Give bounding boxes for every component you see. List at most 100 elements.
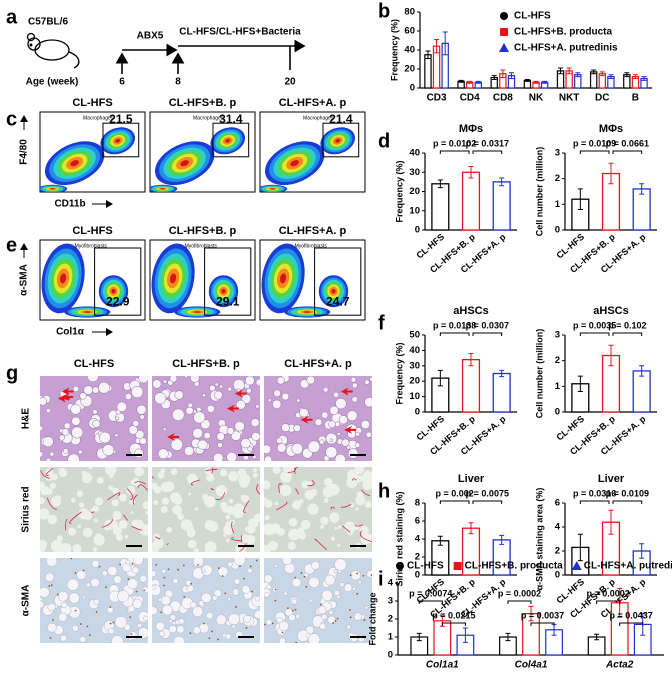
gate [204,247,252,316]
panel-label: h [378,480,390,502]
p-value: p = 0.0037 [521,610,564,620]
y-tick-label: 20 [404,64,415,75]
y-tick-label: 0 [555,407,560,418]
panel-label: d [378,130,390,152]
y-tick-label: 4 [388,578,394,589]
y-tick-label: 40 [409,345,420,356]
histology-image [264,376,372,461]
error-bar [499,177,505,187]
group-title: CL-HFS+B. p [169,97,237,109]
error-bar [566,67,572,75]
mouse-icon [26,32,80,69]
p-value: p = 0.0317 [466,138,509,148]
y-tick-label: 2 [555,173,560,184]
histology-image [152,467,260,552]
p-value: p = 0.0002 [586,588,629,598]
significance-bracket [441,622,466,626]
y-tick-label: 2 [415,552,420,563]
x-tick-label: Col1a1 [426,660,459,671]
error-bar [458,79,464,83]
legend-marker [500,12,508,20]
y-tick-label: 20 [409,376,420,387]
y-tick-label: 40 [409,148,420,159]
significance-bracket [579,332,610,336]
legend-label: CL-HFS+B. producta [514,27,612,38]
legend-marker [500,28,508,36]
gate [212,122,250,158]
error-bar [641,76,647,81]
y-axis-label: Frequency (%) [389,19,399,81]
error-bar [639,365,645,377]
gate-name: Macrophages [303,115,334,121]
chart-title: MΦs [459,123,483,135]
error-bar [434,39,440,54]
group-title: CL-HFS+B. p [172,358,240,370]
gate-frequency: 22.9 [106,295,130,309]
legend-label: CL-HFS+B. producta [465,561,563,572]
panel-label: c [6,108,17,130]
bar [632,188,651,231]
y-tick-label: 3 [388,596,393,607]
y-tick-label: 10 [409,391,420,402]
significance-bracket [612,500,643,504]
legend-marker [453,562,462,570]
chart-title: Liver [458,473,485,485]
y-tick-label: 60 [404,26,415,37]
error-bar [508,72,514,79]
x-tick-label: Col4a1 [515,660,548,671]
x-tick-label: NKT [559,93,580,104]
y-axis-label: Cell number (million) [534,147,544,237]
histology-image [152,376,260,461]
error-bar [575,72,581,78]
bar [424,54,432,89]
gate-name: Macrophages [83,115,114,121]
y-axis-label: α-SMA [19,264,30,296]
error-bar [558,67,564,75]
x-tick-label: CD8 [493,93,513,104]
error-bar [468,165,474,179]
gate [94,247,142,316]
y-tick-label: 20 [409,186,420,197]
y-tick-label: 4 [555,522,561,533]
p-value: p = 0.102 [608,320,646,330]
y-tick-label: 8 [415,498,420,509]
x-tick-label: Acta2 [605,660,634,671]
bar [632,370,651,413]
y-tick-label: 0 [388,650,393,661]
error-bar [468,522,474,535]
y-axis-label: F4/80 [19,139,30,165]
significance-bracket [596,600,621,604]
error-bar [632,74,638,79]
error-bar [542,80,548,84]
significance-bracket [507,600,532,604]
group-title: CL-HFS [72,97,112,109]
significance-bracket [439,150,470,154]
y-tick-label: 3 [555,148,560,159]
error-bar [577,533,583,562]
y-tick-label: 1 [555,381,561,392]
chart-title: aHSCs [593,305,628,317]
y-tick-label: 0 [410,83,415,94]
treatment: ABX5 [137,31,164,42]
histology-image [40,376,148,461]
error-bar [577,375,583,392]
significance-bracket [472,332,503,336]
p-value: p = 0.0661 [606,138,649,148]
gate-name: Myofibroblasts [75,243,108,249]
significance-bracket [472,150,503,154]
p-value: p = 0.0075 [466,488,509,498]
group-title: CL-HFS+A. p [279,225,347,237]
error-bar [608,74,614,79]
y-tick-label: 40 [404,45,415,56]
y-tick-label: 30 [409,167,420,178]
legend-marker [571,561,582,570]
legend-label: CL-HFS+A. putredinis [514,43,618,54]
gate [322,122,360,158]
error-bar [468,352,474,367]
week-label: 20 [284,77,296,88]
y-tick-label: 30 [409,360,420,371]
error-bar [608,509,614,535]
y-tick-label: 4 [415,534,421,545]
stain-label: H&E [21,408,32,429]
significance-bracket [619,622,644,626]
